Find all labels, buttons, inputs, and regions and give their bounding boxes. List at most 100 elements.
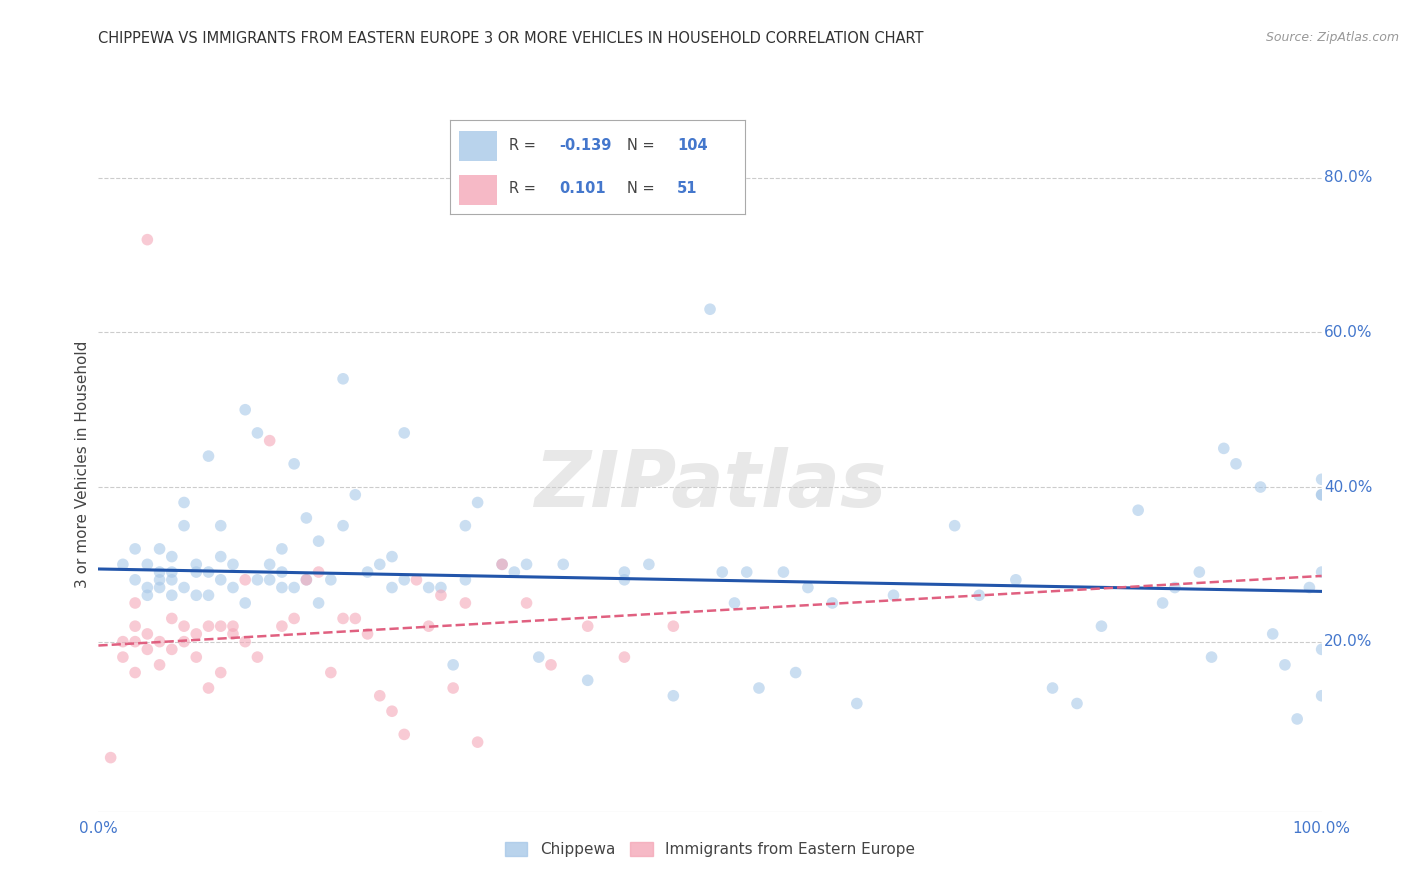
Point: [295, 511, 318, 525]
Point: [711, 565, 734, 579]
Point: [197, 588, 219, 602]
Point: [136, 588, 159, 602]
Point: [699, 302, 721, 317]
Point: [515, 558, 537, 572]
Point: [368, 558, 391, 572]
Point: [197, 619, 219, 633]
Point: [186, 650, 208, 665]
Point: [308, 534, 330, 549]
Point: [222, 558, 245, 572]
Point: [613, 565, 636, 579]
Point: [553, 558, 575, 572]
Point: [441, 657, 464, 672]
Point: [392, 425, 416, 440]
Point: [821, 596, 844, 610]
Point: [613, 650, 636, 665]
Point: [233, 402, 256, 417]
Point: [405, 573, 427, 587]
Text: N =: N =: [627, 138, 659, 153]
Point: [332, 372, 354, 386]
Point: [797, 581, 820, 595]
Point: [1188, 565, 1211, 579]
Point: [209, 573, 232, 587]
Point: [576, 619, 599, 633]
Point: [197, 681, 219, 695]
Point: [845, 697, 868, 711]
Point: [283, 457, 305, 471]
Point: [454, 518, 477, 533]
Point: [160, 588, 183, 602]
Point: [149, 573, 172, 587]
Point: [233, 573, 256, 587]
Point: [124, 634, 146, 648]
Point: [160, 611, 183, 625]
FancyBboxPatch shape: [458, 131, 498, 161]
Point: [111, 634, 134, 648]
Text: 51: 51: [678, 181, 697, 196]
Text: -0.139: -0.139: [560, 138, 612, 153]
Point: [1042, 681, 1064, 695]
Point: [1066, 697, 1088, 711]
Point: [344, 488, 367, 502]
Point: [197, 565, 219, 579]
Text: ZIPatlas: ZIPatlas: [534, 447, 886, 523]
Point: [222, 627, 245, 641]
Point: [186, 558, 208, 572]
Point: [662, 619, 685, 633]
Point: [883, 588, 905, 602]
Point: [124, 596, 146, 610]
Text: N =: N =: [627, 181, 659, 196]
Point: [124, 665, 146, 680]
Point: [319, 665, 342, 680]
Point: [149, 581, 172, 595]
Point: [149, 657, 172, 672]
Point: [430, 588, 453, 602]
Point: [1261, 627, 1284, 641]
Point: [1310, 689, 1333, 703]
Point: [515, 596, 537, 610]
Point: [723, 596, 745, 610]
Point: [418, 619, 440, 633]
Point: [491, 558, 513, 572]
Point: [381, 704, 404, 718]
Point: [270, 581, 294, 595]
Point: [160, 549, 183, 564]
Point: [344, 611, 367, 625]
Point: [1249, 480, 1271, 494]
Point: [136, 558, 159, 572]
Point: [173, 634, 195, 648]
Point: [197, 449, 219, 463]
Legend: Chippewa, Immigrants from Eastern Europe: Chippewa, Immigrants from Eastern Europe: [499, 836, 921, 863]
Point: [209, 518, 232, 533]
Point: [1212, 442, 1234, 456]
Point: [540, 657, 562, 672]
Point: [283, 581, 305, 595]
Point: [295, 573, 318, 587]
Point: [1201, 650, 1223, 665]
Point: [454, 596, 477, 610]
Point: [441, 681, 464, 695]
Text: 40.0%: 40.0%: [1324, 480, 1372, 494]
Text: 60.0%: 60.0%: [1324, 325, 1372, 340]
Point: [1298, 581, 1320, 595]
Point: [467, 735, 489, 749]
Point: [259, 573, 281, 587]
Point: [283, 611, 305, 625]
Point: [270, 565, 294, 579]
Point: [430, 581, 453, 595]
Point: [209, 665, 232, 680]
Point: [173, 619, 195, 633]
Point: [527, 650, 550, 665]
Point: [381, 581, 404, 595]
Point: [319, 573, 342, 587]
Point: [1090, 619, 1112, 633]
Point: [246, 425, 269, 440]
Point: [392, 573, 416, 587]
Point: [943, 518, 966, 533]
Text: R =: R =: [509, 138, 540, 153]
Point: [735, 565, 758, 579]
Point: [259, 434, 281, 448]
Point: [356, 627, 378, 641]
Point: [503, 565, 526, 579]
Point: [295, 573, 318, 587]
